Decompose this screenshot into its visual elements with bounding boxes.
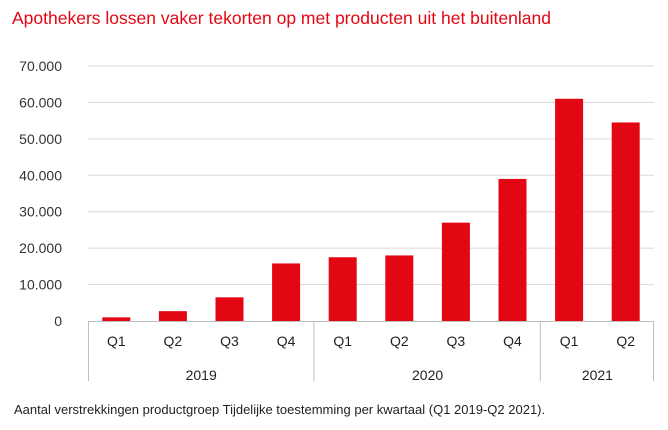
bar [385,255,414,321]
x-tick-label: Q4 [277,333,296,349]
y-tick-label: 70.000 [19,58,62,74]
bar [611,122,640,321]
bar [441,222,470,321]
bar [215,297,244,321]
group-label: 2021 [582,367,613,383]
y-tick-label: 50.000 [19,131,62,147]
x-tick-label: Q1 [107,333,126,349]
bar [328,257,357,321]
bar [555,98,584,322]
bar [158,311,187,321]
y-tick-label: 20.000 [19,240,62,256]
y-tick-label: 10.000 [19,277,62,293]
bar [272,263,301,321]
y-tick-label: 0 [54,313,62,329]
y-tick-label: 60.000 [19,94,62,110]
y-tick-label: 30.000 [19,204,62,220]
x-tick-label: Q1 [333,333,352,349]
x-tick-label: Q2 [164,333,183,349]
x-tick-label: Q4 [503,333,522,349]
x-tick-label: Q3 [220,333,239,349]
x-tick-label: Q2 [390,333,409,349]
bar [498,178,527,321]
x-tick-label: Q1 [560,333,579,349]
group-label: 2019 [186,367,217,383]
chart-caption: Aantal verstrekkingen productgroep Tijde… [14,402,546,417]
bar [102,317,131,321]
x-tick-label: Q3 [447,333,466,349]
y-tick-label: 40.000 [19,167,62,183]
group-label: 2020 [412,367,443,383]
x-tick-label: Q2 [616,333,635,349]
chart-title: Apothekers lossen vaker tekorten op met … [12,8,551,28]
